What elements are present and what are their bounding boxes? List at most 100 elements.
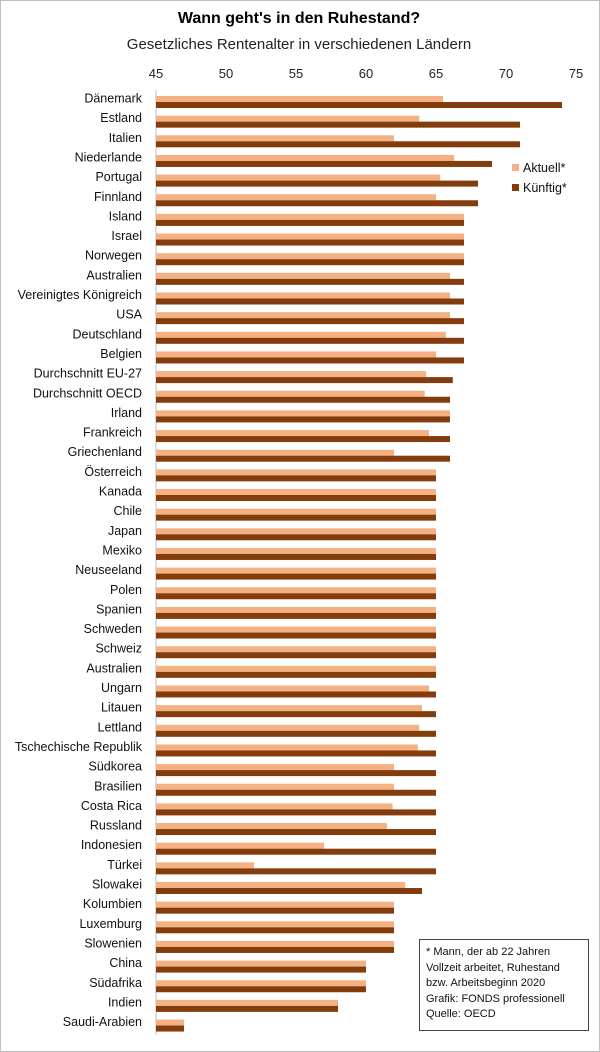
category-label: Vereinigtes Königreich bbox=[18, 288, 142, 302]
category-label: Australien bbox=[86, 268, 142, 282]
bar-kuenftig bbox=[156, 1005, 338, 1012]
category-label: Australien bbox=[86, 661, 142, 675]
category-label: Mexiko bbox=[102, 543, 142, 557]
bar-aktuell bbox=[156, 980, 366, 987]
footnote-line: * Mann, der ab 22 Jahren bbox=[426, 946, 551, 958]
bar-kuenftig bbox=[156, 868, 436, 875]
x-tick-label: 45 bbox=[149, 66, 163, 81]
bar-aktuell bbox=[156, 253, 464, 260]
bar-kuenftig bbox=[156, 121, 520, 128]
bar-kuenftig bbox=[156, 396, 450, 403]
bar-kuenftig bbox=[156, 219, 464, 226]
bar-kuenftig bbox=[156, 986, 366, 993]
category-label: Italien bbox=[109, 131, 142, 145]
bar-kuenftig bbox=[156, 711, 436, 718]
bar-aktuell bbox=[156, 646, 436, 653]
category-label: Spanien bbox=[96, 602, 142, 616]
bar-kuenftig bbox=[156, 455, 450, 462]
category-label: Kolumbien bbox=[83, 897, 142, 911]
bar-aktuell bbox=[156, 940, 394, 947]
bar-aktuell bbox=[156, 921, 394, 928]
category-label: Slowenien bbox=[84, 936, 142, 950]
bar-aktuell bbox=[156, 626, 436, 633]
category-label: Südafrika bbox=[89, 976, 142, 990]
bar-aktuell bbox=[156, 194, 436, 201]
bar-kuenftig bbox=[156, 259, 464, 266]
bar-kuenftig bbox=[156, 946, 394, 953]
bar-aktuell bbox=[156, 154, 455, 161]
bar-kuenftig bbox=[156, 239, 464, 246]
category-label: Tschechische Republik bbox=[15, 740, 143, 754]
bar-kuenftig bbox=[156, 888, 422, 894]
bar-aktuell bbox=[156, 174, 441, 181]
bar-aktuell bbox=[156, 528, 436, 535]
bar-kuenftig bbox=[156, 377, 453, 384]
bar-aktuell bbox=[156, 351, 436, 358]
category-label: Polen bbox=[110, 583, 142, 597]
category-label: Portugal bbox=[95, 170, 142, 184]
bar-kuenftig bbox=[156, 612, 436, 619]
category-label: Norwegen bbox=[85, 249, 142, 263]
category-label: Litauen bbox=[101, 701, 142, 715]
bar-aktuell bbox=[156, 960, 366, 967]
bar-kuenftig bbox=[156, 514, 436, 521]
bar-kuenftig bbox=[156, 160, 492, 167]
bar-kuenftig bbox=[156, 770, 436, 777]
x-tick-label: 50 bbox=[219, 66, 233, 81]
footnote-box: * Mann, der ab 22 Jahren Vollzeit arbeit… bbox=[419, 939, 589, 1031]
legend-label: Künftig* bbox=[523, 181, 567, 195]
category-label: Saudi-Arabien bbox=[63, 1015, 142, 1029]
legend-label: Aktuell* bbox=[523, 161, 566, 175]
bar-kuenftig bbox=[156, 593, 436, 600]
bar-aktuell bbox=[156, 744, 418, 751]
bar-aktuell bbox=[156, 862, 254, 869]
x-tick-label: 55 bbox=[289, 66, 303, 81]
bar-aktuell bbox=[156, 685, 429, 692]
category-label: Griechenland bbox=[68, 445, 142, 459]
category-label: Finnland bbox=[94, 190, 142, 204]
x-tick-label: 75 bbox=[569, 66, 583, 81]
bar-kuenftig bbox=[156, 927, 394, 934]
bar-aktuell bbox=[156, 213, 464, 220]
bar-kuenftig bbox=[156, 200, 478, 207]
category-label: Südkorea bbox=[88, 760, 142, 774]
bar-kuenftig bbox=[156, 475, 436, 482]
category-label: Island bbox=[109, 209, 142, 223]
footnote-line: Vollzeit arbeitet, Ruhestand bbox=[426, 961, 560, 974]
legend-swatch bbox=[512, 184, 519, 191]
bar-kuenftig bbox=[156, 495, 436, 501]
category-label: Irland bbox=[111, 406, 142, 420]
bar-kuenftig bbox=[156, 436, 450, 443]
category-label: Israel bbox=[111, 229, 142, 243]
bar-aktuell bbox=[156, 705, 422, 712]
bar-kuenftig bbox=[156, 573, 436, 580]
category-label: USA bbox=[116, 308, 142, 322]
category-label: Chile bbox=[114, 504, 143, 518]
chart-subtitle: Gesetzliches Rentenalter in verschiedene… bbox=[126, 36, 472, 53]
footnote-line: Grafik: FONDS professionell bbox=[426, 992, 565, 1005]
category-label: Deutschland bbox=[73, 327, 143, 341]
bar-kuenftig bbox=[156, 1025, 184, 1032]
category-label: Durchschnitt EU-27 bbox=[34, 367, 142, 381]
category-label: Dänemark bbox=[84, 92, 142, 106]
bar-aktuell bbox=[156, 135, 394, 142]
x-tick-label: 60 bbox=[359, 66, 373, 81]
bar-aktuell bbox=[156, 567, 436, 574]
bar-aktuell bbox=[156, 783, 394, 790]
bar-aktuell bbox=[156, 823, 387, 830]
bar-kuenftig bbox=[156, 357, 464, 364]
bar-kuenftig bbox=[156, 829, 436, 836]
bar-kuenftig bbox=[156, 652, 436, 659]
category-label: Estland bbox=[100, 111, 142, 125]
bar-aktuell bbox=[156, 901, 394, 908]
bar-kuenftig bbox=[156, 337, 464, 344]
category-label: Schweden bbox=[84, 622, 142, 636]
bar-kuenftig bbox=[156, 298, 464, 305]
category-label: Brasilien bbox=[94, 779, 142, 793]
category-label: Frankreich bbox=[83, 426, 142, 440]
bar-aktuell bbox=[156, 803, 393, 810]
bar-kuenftig bbox=[156, 534, 436, 541]
bar-kuenftig bbox=[156, 141, 520, 148]
category-label: Österreich bbox=[84, 465, 142, 479]
bar-kuenftig bbox=[156, 691, 436, 698]
